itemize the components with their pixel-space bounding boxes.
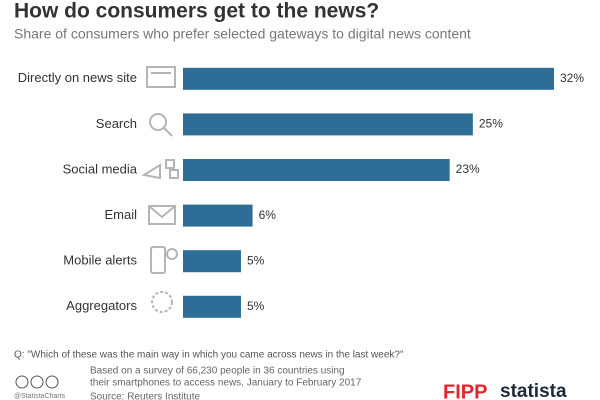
icons	[141, 66, 179, 313]
fipp-logo: FIPP	[443, 381, 487, 400]
mobile-icon	[166, 248, 178, 260]
category-label: Search	[96, 116, 137, 131]
value-label: 5%	[247, 299, 265, 313]
bar	[183, 159, 450, 181]
social-icon	[141, 159, 179, 180]
cc-icon	[15, 375, 29, 389]
email-icon	[148, 205, 176, 219]
chart-subtitle: Share of consumers who prefer selected g…	[14, 26, 471, 42]
aggregator-icon	[151, 291, 173, 313]
cc-icon	[30, 375, 44, 389]
statista-logo: statista	[500, 381, 567, 400]
category-label: Aggregators	[66, 298, 137, 313]
cc-icon	[45, 375, 59, 389]
source: Source: Reuters Institute	[90, 392, 200, 400]
category-label: Email	[104, 207, 137, 222]
note: Based on a survey of 66,230 people in 36…	[90, 366, 345, 377]
email-icon	[148, 205, 176, 225]
search-icon	[163, 127, 173, 137]
bar	[183, 113, 473, 136]
value-label: 23%	[456, 162, 480, 176]
category-label: Mobile alerts	[63, 253, 137, 268]
note: their smartphones to access news, Januar…	[90, 378, 362, 389]
value-label: 5%	[247, 253, 265, 267]
bar	[183, 295, 241, 318]
site-icon	[146, 66, 176, 88]
bar	[183, 204, 253, 227]
bar	[183, 250, 241, 273]
category-label: Directly on news site	[18, 70, 137, 85]
value-label: 25%	[479, 117, 503, 131]
category-label: Social media	[63, 161, 138, 176]
mobile-icon	[150, 246, 166, 274]
value-label: 32%	[560, 71, 584, 85]
value-label: 6%	[259, 208, 277, 222]
question: Q: "Which of these was the main way in w…	[14, 350, 404, 361]
handle: @StatistaCharts	[14, 393, 66, 400]
chart-title: How do consumers get to the news?	[14, 0, 379, 23]
bar	[183, 67, 554, 90]
search-icon	[149, 113, 167, 131]
